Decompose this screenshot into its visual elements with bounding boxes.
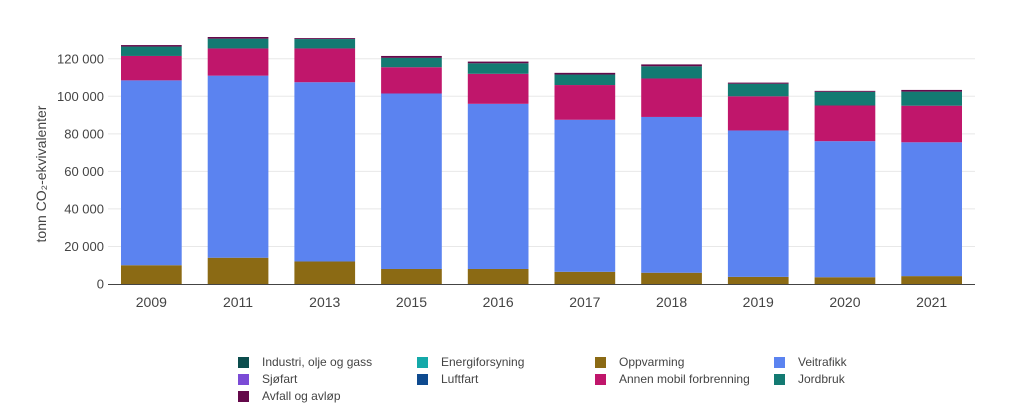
bar-segment[interactable] [727,130,789,277]
y-axis-title: tonn CO₂-ekvivalenter [33,105,49,242]
bar-segment[interactable] [121,55,182,81]
x-tick-label: 2015 [396,294,427,310]
legend-swatch [238,356,249,368]
legend-item[interactable]: Veitrafikk [774,354,847,370]
x-tick-label: 2013 [309,294,340,310]
x-tick-labels: 2009 2011 2013 2015 2016 2017 2018 2019 2020 2021 [136,294,948,310]
bar-segment[interactable] [641,272,702,284]
y-tick-label: 100 000 [57,89,104,104]
bar-segment[interactable] [467,268,529,284]
bar-segment[interactable] [901,89,962,92]
bar-segment[interactable] [207,75,269,258]
legend-label: Energiforsyning [441,355,525,369]
x-tick-label: 2011 [223,294,253,310]
bar-segment[interactable] [121,265,182,284]
bar-segment[interactable] [467,61,529,64]
bar-segment[interactable] [294,261,356,284]
bar-segment[interactable] [121,45,182,47]
x-tick-label: 2017 [569,294,600,310]
bars [121,36,962,284]
legend-item[interactable]: Energiforsyning [417,354,524,370]
bar-segment[interactable] [121,80,182,266]
bar-segment[interactable] [294,82,356,262]
x-tick-label: 2019 [743,294,774,310]
legend-label: Oppvarming [619,355,685,369]
x-tick-label: 2021 [916,294,947,310]
bar-segment[interactable] [467,63,529,74]
bar-segment[interactable] [207,48,269,76]
legend-swatch [238,373,249,385]
bar-segment[interactable] [207,257,269,284]
y-tick-label: 60 000 [64,164,104,179]
bar-segment[interactable] [554,271,616,284]
legend-swatch [595,373,606,385]
bar-segment[interactable] [641,78,702,117]
bar-segment[interactable] [294,48,356,83]
bar-segment[interactable] [381,67,442,94]
legend-swatch [774,356,785,368]
legend-label: Sjøfart [262,372,298,386]
bar-segment[interactable] [814,105,876,142]
legend-label: Luftfart [441,372,479,386]
legend-item[interactable]: Oppvarming [595,354,684,370]
bar-segment[interactable] [727,83,789,97]
bar-segment[interactable] [901,276,962,284]
legend-label: Avfall og avløp [262,389,341,403]
legend-label: Jordbruk [798,372,845,386]
bar-segment[interactable] [554,85,616,120]
legend-swatch [774,373,785,385]
bar-segment[interactable] [381,268,442,284]
legend-swatch [595,356,606,368]
bar-segment[interactable] [467,73,529,104]
bar-segment[interactable] [121,46,182,56]
bar-segment[interactable] [381,93,442,269]
bar-segment[interactable] [901,142,962,277]
legend-item[interactable]: Sjøfart [238,371,297,387]
bar-segment[interactable] [727,276,789,284]
bar-segment[interactable] [814,90,876,92]
bar-segment[interactable] [554,72,616,75]
bar-segment[interactable] [294,38,356,40]
x-tick-label: 2016 [483,294,514,310]
legend-label: Veitrafikk [798,355,847,369]
y-tick-label: 20 000 [64,239,104,254]
bar-segment[interactable] [641,116,702,273]
bar-segment[interactable] [467,103,529,269]
y-tick-labels: 0 20 000 40 000 60 000 80 000 100 000 120 000 [57,51,104,291]
bar-segment[interactable] [381,57,442,68]
bar-segment[interactable] [207,36,269,39]
y-tick-label: 120 000 [57,51,104,66]
bar-segment[interactable] [727,82,789,84]
legend-item[interactable]: Industri, olje og gass [238,354,372,370]
legend-swatch [238,390,249,402]
bar-segment[interactable] [901,105,962,143]
x-tick-label: 2018 [656,294,687,310]
legend-item[interactable]: Avfall og avløp [238,388,341,404]
bar-segment[interactable] [207,38,269,49]
legend-swatch [417,356,428,368]
bar-segment[interactable] [641,66,702,79]
bar-segment[interactable] [901,91,962,106]
bar-segment[interactable] [814,91,876,106]
bar-segment[interactable] [641,64,702,67]
bar-segment[interactable] [814,277,876,284]
y-tick-label: 80 000 [64,126,104,141]
legend-item[interactable]: Jordbruk [774,371,845,387]
y-tick-label: 0 [97,277,104,292]
y-tick-label: 40 000 [64,201,104,216]
legend-label: Industri, olje og gass [262,355,373,369]
legend-label: Annen mobil forbrenning [619,372,750,386]
legend-swatch [417,373,428,385]
x-tick-label: 2009 [136,294,167,310]
legend-item[interactable]: Luftfart [417,371,478,387]
bar-segment[interactable] [814,141,876,278]
bar-segment[interactable] [554,119,616,272]
legend-item[interactable]: Annen mobil forbrenning [595,371,750,387]
bar-segment[interactable] [554,74,616,86]
x-tick-label: 2020 [829,294,860,310]
bar-segment[interactable] [727,96,789,131]
bar-segment[interactable] [381,55,442,58]
bar-segment[interactable] [294,39,356,49]
